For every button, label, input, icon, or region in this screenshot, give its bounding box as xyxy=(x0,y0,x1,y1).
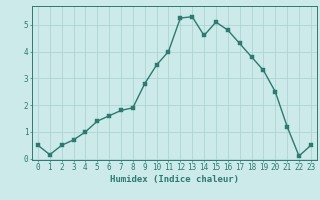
X-axis label: Humidex (Indice chaleur): Humidex (Indice chaleur) xyxy=(110,175,239,184)
